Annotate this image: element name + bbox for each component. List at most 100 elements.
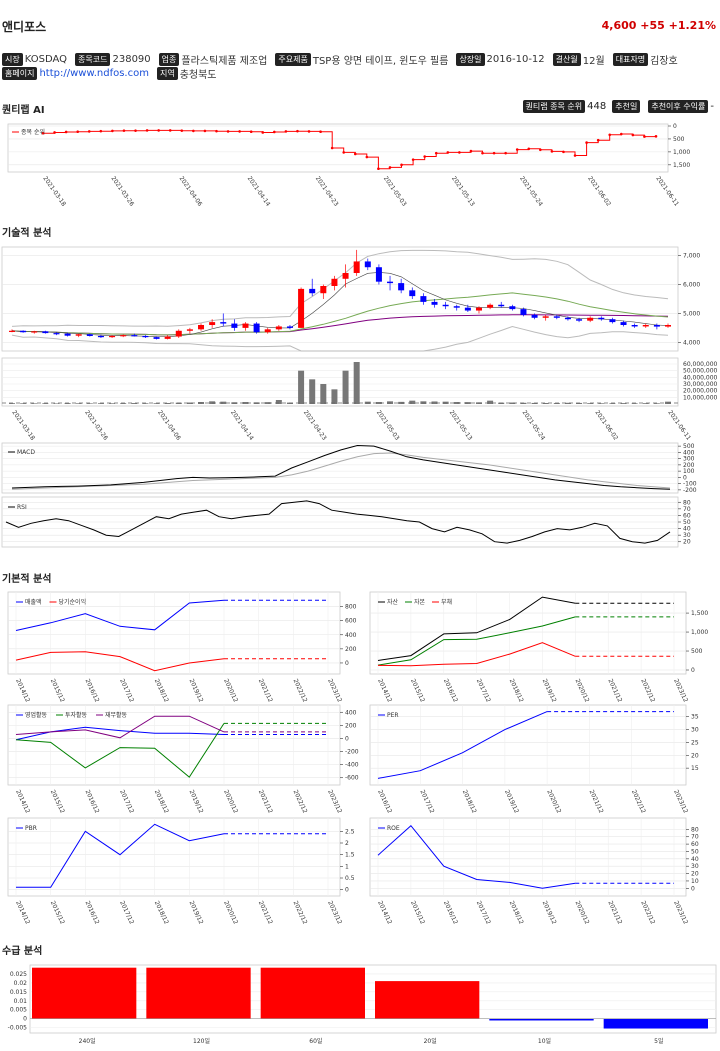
- rank-point-18: [249, 130, 253, 133]
- rsi-legend-label-0: RSI: [17, 504, 27, 511]
- per-xtick-label-4: 2020/12: [545, 789, 562, 815]
- assets-ytick-label-1: 500: [691, 648, 703, 655]
- volume-bar-13: [153, 403, 160, 404]
- volume-ytick-label-1: 20,000,000: [683, 388, 718, 395]
- macd-ytick-label-4: 200: [683, 462, 695, 469]
- rank-point-11: [168, 129, 172, 132]
- rank-point-39: [492, 151, 496, 155]
- price-xtick-label-3: 2021-04-14: [229, 409, 255, 442]
- cashflow-ytick-label-5: 400: [345, 709, 357, 716]
- volume-bar-30: [342, 370, 349, 404]
- rank-point-41: [515, 148, 519, 151]
- candle-body-51: [576, 319, 583, 321]
- rank-point-51: [631, 133, 635, 137]
- price-ma20: [11, 292, 669, 336]
- candle-body-19: [220, 322, 227, 324]
- cashflow-xtick-label-7: 2021/12: [257, 789, 274, 815]
- volume-ytick-label-3: 40,000,000: [683, 374, 718, 381]
- pbr-xtick-label-7: 2021/12: [257, 900, 274, 926]
- industry-tag: 업종: [158, 53, 180, 66]
- rank-xtick-label-0: 2021-03-18: [41, 175, 67, 208]
- candle-body-30: [342, 273, 349, 279]
- section-quant: 퀀티랩 AI: [2, 105, 45, 116]
- candle-body-37: [420, 296, 427, 302]
- candle-body-9: [109, 335, 116, 338]
- per-ytick-label-2: 25: [691, 739, 699, 746]
- rsi-ytick-label-6: 80: [683, 499, 691, 506]
- volume-bar-58: [653, 403, 660, 404]
- assets-xtick-label-8: 2022/12: [639, 678, 656, 704]
- candle-body-26: [298, 288, 305, 328]
- rank-xtick-label-3: 2021-04-14: [246, 175, 272, 208]
- rec-return-tag: 추천이후 수익률: [648, 100, 709, 113]
- volume-bar-57: [642, 403, 649, 404]
- revenue-series-1: [15, 651, 225, 672]
- stock-price: 4,600 +55 +1.21%: [601, 19, 716, 32]
- roe-ytick-label-5: 50: [691, 848, 699, 855]
- pbr-xtick-label-5: 2019/12: [188, 900, 205, 926]
- rank-xtick-label-6: 2021-05-13: [450, 175, 476, 208]
- candle-body-36: [409, 290, 416, 297]
- flow-ytick-label-4: 0.015: [10, 989, 27, 996]
- rank-point-8: [134, 129, 137, 132]
- candle-body-27: [309, 288, 316, 294]
- candle-body-49: [553, 316, 560, 318]
- volume-bar-8: [97, 403, 104, 404]
- cashflow-xtick-label-2: 2016/12: [84, 789, 101, 815]
- roe-ytick-label-7: 70: [691, 834, 699, 841]
- assets-panel: [369, 591, 687, 675]
- price-xtick-label-7: 2021-05-24: [521, 409, 547, 442]
- rank-point-36: [458, 151, 461, 154]
- candle-body-15: [175, 330, 182, 337]
- candle-body-31: [353, 261, 360, 273]
- rank-ytick-label-0: 0: [673, 123, 677, 130]
- assets-ytick-label-2: 1,000: [691, 629, 708, 636]
- candle-body-8: [97, 335, 104, 338]
- assets-xtick-label-7: 2021/12: [606, 678, 623, 704]
- rank-point-27: [353, 152, 357, 156]
- rank-point-26: [342, 151, 346, 154]
- rsi-ytick-label-1: 30: [683, 532, 691, 539]
- code-value: 238090: [112, 54, 151, 65]
- candle-body-34: [387, 281, 394, 284]
- volume-bar-21: [242, 402, 249, 404]
- rank-point-31: [400, 163, 403, 167]
- macd-line: [11, 444, 671, 490]
- volume-bar-24: [275, 400, 282, 404]
- candle-body-5: [64, 333, 71, 336]
- volume-bar-31: [353, 362, 360, 404]
- rank-point-13: [192, 129, 195, 133]
- volume-bar-51: [576, 402, 583, 404]
- rank-point-19: [261, 131, 265, 134]
- rsi-ytick-label-5: 70: [683, 506, 691, 513]
- candle-body-16: [186, 329, 193, 331]
- candle-body-7: [86, 334, 93, 336]
- volume-bar-7: [86, 403, 93, 404]
- flow-bar-4: [489, 1018, 594, 1021]
- volume-bar-53: [598, 403, 605, 404]
- candle-body-42: [475, 307, 482, 311]
- rank-point-22: [296, 129, 299, 133]
- assets-ytick-label-3: 1,500: [691, 610, 708, 617]
- roe-xtick-label-8: 2022/12: [639, 900, 656, 926]
- rank-point-38: [481, 151, 484, 155]
- volume-bar-38: [431, 401, 438, 404]
- candle-body-6: [75, 334, 82, 336]
- macd-ytick-label-0: -200: [683, 487, 697, 494]
- price-band-lower: [11, 325, 669, 352]
- flow-ytick-label-0: -0.005: [8, 1025, 28, 1032]
- roe-xtick-label-4: 2018/12: [508, 900, 525, 926]
- assets-xtick-label-9: 2023/12: [672, 678, 689, 704]
- homepage-link[interactable]: http://www.ndfos.com: [39, 68, 149, 79]
- rank-point-9: [145, 129, 149, 132]
- revenue-xtick-label-6: 2020/12: [222, 678, 239, 704]
- revenue-xtick-label-7: 2021/12: [257, 678, 274, 704]
- rank-ytick-label-1: 500: [673, 136, 685, 143]
- cashflow-ytick-label-1: -400: [345, 762, 359, 769]
- candle-body-17: [198, 325, 205, 330]
- volume-bar-47: [531, 402, 538, 404]
- flow-ytick-label-3: 0.01: [14, 998, 28, 1005]
- section-flow: 수급 분석: [2, 946, 43, 957]
- rank-point-32: [411, 158, 415, 161]
- cashflow-ytick-label-4: 200: [345, 722, 357, 729]
